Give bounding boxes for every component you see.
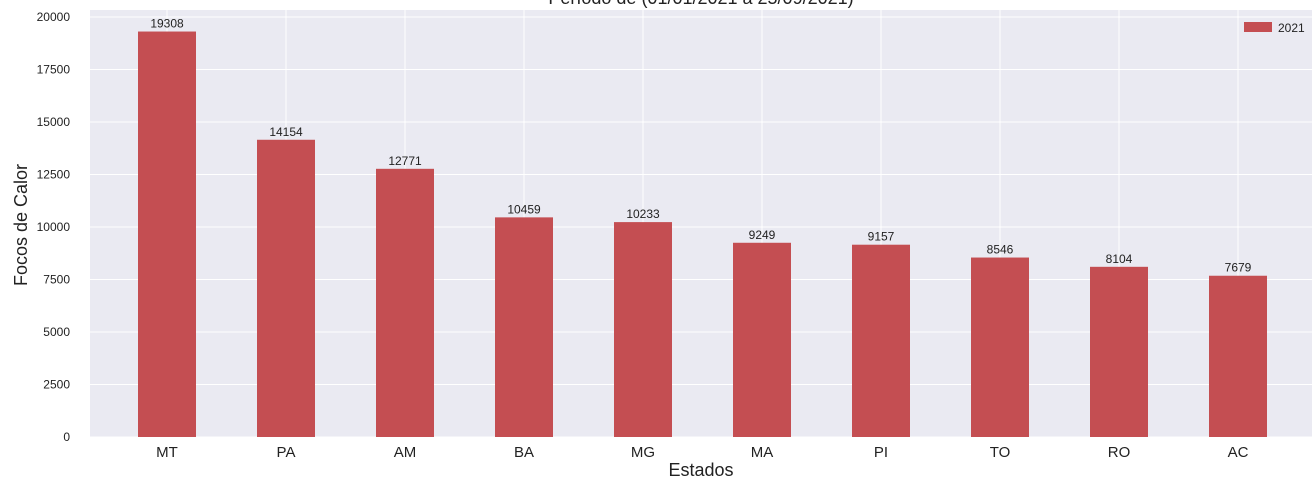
legend-swatch [1244,22,1272,32]
bar-value-label: 8546 [987,243,1014,257]
x-tick-label: BA [514,444,534,461]
bar [376,168,434,437]
x-axis-title: Estados [668,460,733,480]
bar-value-label: 19308 [150,17,184,31]
bar-value-label: 10233 [626,207,660,221]
y-tick-label: 5000 [43,325,70,339]
legend-label: 2021 [1278,21,1305,35]
y-tick-label: 10000 [37,220,71,234]
bar-value-label: 7679 [1225,261,1252,275]
y-tick-label: 0 [63,430,70,444]
y-tick-label: 17500 [37,63,71,77]
bar-value-label: 8104 [1106,252,1133,266]
y-axis-ticks: 0 2500 5000 7500 10000 12500 15000 17500 20000 [37,10,71,444]
x-tick-label: MT [156,444,178,461]
bar [852,244,910,437]
chart-title: Período de (01/01/2021 a 25/09/2021) [548,0,853,8]
x-tick-label: TO [990,444,1011,461]
x-tick-label: MG [631,444,655,461]
legend: 2021 [1244,21,1305,35]
x-tick-label: AM [394,444,417,461]
bar [257,139,315,438]
x-tick-label: MA [751,444,774,461]
bar-value-label: 10459 [507,202,541,216]
y-tick-label: 15000 [37,115,71,129]
y-tick-label: 7500 [43,273,70,287]
bar [1209,275,1267,437]
y-tick-label: 12500 [37,168,71,182]
bars [138,31,1267,438]
y-axis-title: Focos de Calor [11,164,31,286]
x-tick-label: AC [1228,444,1249,461]
bar [1090,266,1148,437]
y-tick-label: 20000 [37,10,71,24]
bar [614,222,672,437]
bar-value-label: 9249 [749,228,776,242]
bar [733,242,791,437]
bar [495,217,553,437]
x-axis-ticks: MT PA AM BA MG MA PI TO RO AC [156,444,1248,461]
bar [138,31,196,437]
bar-labels: 19308 14154 12771 10459 10233 9249 9157 8546 810… [150,17,1251,275]
bar [971,257,1029,437]
bar-value-label: 12771 [388,154,422,168]
x-tick-label: RO [1108,444,1131,461]
bar-value-label: 9157 [868,230,895,244]
x-tick-label: PI [874,444,888,461]
x-tick-label: PA [277,444,296,461]
y-tick-label: 2500 [43,378,70,392]
bar-value-label: 14154 [269,125,303,139]
